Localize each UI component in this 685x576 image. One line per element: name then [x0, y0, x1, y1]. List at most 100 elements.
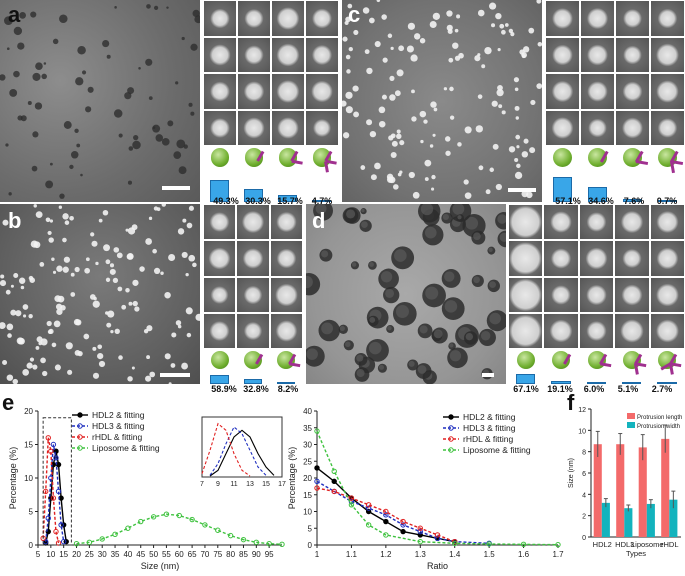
- data-point: [125, 525, 131, 531]
- particle: [42, 370, 48, 377]
- particle: [485, 189, 491, 195]
- particle: [381, 94, 387, 100]
- fraction-bar: [622, 198, 642, 202]
- data-point: [163, 511, 170, 517]
- x-tick-label: 50: [149, 550, 158, 559]
- particle: [127, 180, 133, 185]
- particle: [153, 267, 161, 275]
- particle: [522, 46, 530, 53]
- series-line: [45, 444, 65, 542]
- particle: [411, 89, 415, 94]
- particle: [185, 272, 189, 277]
- x-tick-label: 5: [36, 550, 41, 559]
- class-average-tile: [236, 240, 270, 277]
- class-average-tile: [269, 240, 303, 277]
- pct-c-0: 57.1%: [555, 196, 581, 206]
- particle: [73, 318, 81, 326]
- class-average-tile: [580, 36, 615, 73]
- particle: [91, 240, 98, 247]
- particle: [106, 54, 111, 59]
- class-average-tile: [203, 0, 237, 37]
- class-average-tile: [578, 204, 615, 241]
- x-tick-label: 95: [265, 550, 274, 559]
- panel-label-a: a: [8, 2, 21, 27]
- particle: [181, 251, 188, 258]
- particle: [92, 346, 97, 351]
- x-tick-label: 1.5: [484, 550, 496, 559]
- particle: [4, 16, 13, 26]
- particle: [32, 364, 38, 370]
- particle: [8, 192, 12, 196]
- particle: [366, 119, 373, 126]
- x-axis-label: Types: [626, 549, 646, 558]
- scale-bar-d: [482, 373, 494, 377]
- particle: [446, 10, 453, 17]
- particle: [419, 38, 426, 44]
- class-average-tile: [305, 109, 339, 146]
- class-average-tile: [615, 36, 650, 73]
- particle: [504, 23, 509, 27]
- particle: [474, 55, 481, 62]
- particle-core: [306, 275, 313, 289]
- particle: [29, 277, 36, 284]
- x-tick-label: 20: [72, 550, 81, 559]
- particle: [370, 174, 377, 181]
- particle: [181, 36, 185, 41]
- particle: [40, 338, 48, 346]
- bar: [638, 447, 647, 537]
- particle: [98, 218, 103, 223]
- particle: [429, 144, 434, 148]
- particle: [389, 75, 395, 81]
- particle-core: [449, 350, 462, 362]
- particle: [501, 110, 506, 115]
- histogram-a: [203, 146, 339, 202]
- particle: [49, 162, 53, 166]
- particle: [398, 45, 405, 52]
- class-average-tile: [271, 36, 305, 73]
- micrograph-a: [0, 0, 200, 202]
- particle: [387, 33, 393, 39]
- particle: [188, 254, 196, 262]
- particle: [366, 67, 373, 75]
- legend-marker: [448, 414, 454, 420]
- y-tick-label: 10: [578, 428, 586, 435]
- data-point: [452, 540, 458, 547]
- data-point: [331, 478, 337, 485]
- particle: [10, 284, 14, 288]
- pct-a-3: 4.7%: [311, 196, 333, 206]
- fraction-bar: [657, 200, 677, 202]
- particle-schematic-icon: [210, 351, 229, 369]
- fraction-bar: [587, 187, 607, 202]
- particle: [478, 165, 484, 171]
- legend-marker: [448, 436, 454, 442]
- class-average-tile: [649, 276, 685, 313]
- data-point: [50, 495, 57, 501]
- particle: [59, 14, 68, 23]
- particle: [10, 309, 17, 316]
- particle-core: [315, 204, 327, 215]
- particle: [148, 216, 153, 221]
- particle: [146, 4, 151, 9]
- particle: [190, 43, 198, 51]
- y-tick-label: 5: [308, 524, 313, 533]
- y-tick-label: 10: [24, 474, 33, 483]
- particle: [501, 29, 506, 35]
- data-point: [331, 488, 337, 495]
- particle-core: [465, 216, 479, 230]
- y-tick-label: 30: [303, 441, 312, 450]
- particle: [152, 126, 156, 129]
- particle: [83, 333, 90, 340]
- particle: [46, 320, 52, 327]
- particle: [49, 219, 54, 223]
- particle: [128, 146, 134, 151]
- class-average-tile: [578, 312, 615, 349]
- inset-tick-label: 15: [262, 481, 270, 488]
- particle: [75, 77, 84, 86]
- particle: [52, 270, 57, 274]
- bar: [616, 444, 625, 537]
- class-average-tile: [236, 276, 270, 313]
- particle: [155, 134, 164, 142]
- data-point: [138, 518, 144, 525]
- particle: [424, 177, 429, 181]
- class-average-tile: [203, 312, 237, 349]
